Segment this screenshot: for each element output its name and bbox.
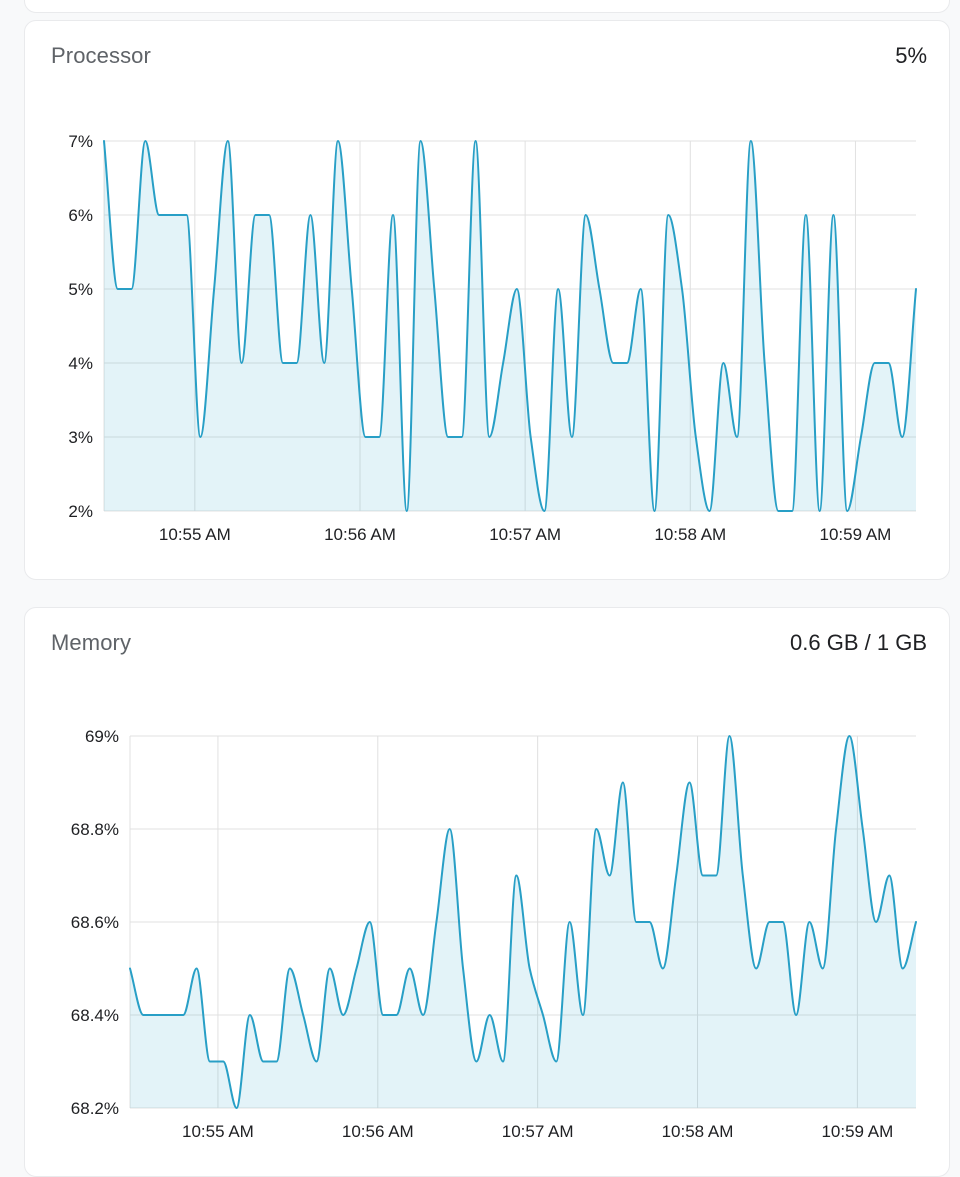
- processor-card: Processor 5% 7% 6% 5% 4% 3% 2% 10:55 AM 10:56 A…: [24, 20, 950, 580]
- x-axis-label: 10:58 AM: [654, 525, 726, 544]
- memory-chart-svg: 69%68.8%68.6%68.4%68.2%10:55 AM 10:56 AM 1…: [71, 727, 917, 1141]
- grid-lines: [129, 735, 916, 1109]
- grid-lines: [103, 140, 916, 512]
- x-axis-label: 10:56 AM: [342, 1122, 414, 1141]
- y-axis-label: 68.6%: [71, 913, 119, 932]
- series-area-fill: [104, 141, 916, 511]
- memory-chart: 69% 68.8% 68.6% 68.4% 68.2% 10:55 AM 10:56 AM 1…: [25, 708, 953, 1163]
- y-axis-label: 2%: [68, 502, 93, 521]
- y-axis-label: 3%: [68, 428, 93, 447]
- processor-usage-value: 5%: [895, 43, 927, 68]
- processor-card-title: Processor: [51, 43, 151, 68]
- y-axis-label: 7%: [68, 132, 93, 151]
- x-axis-label: 10:58 AM: [662, 1122, 734, 1141]
- y-axis-label: 4%: [68, 354, 93, 373]
- y-axis-label: 5%: [68, 280, 93, 299]
- processor-chart: 7% 6% 5% 4% 3% 2% 10:55 AM 10:56 AM 10:57 AM 10:5…: [25, 121, 953, 566]
- series-line: [103, 140, 917, 512]
- y-axis-label: 68.2%: [71, 1099, 119, 1118]
- series-line: [129, 735, 917, 1109]
- x-axis-label: 10:59 AM: [820, 525, 892, 544]
- memory-card-title: Memory: [51, 630, 132, 655]
- y-axis-label: 6%: [68, 206, 93, 225]
- previous-card-partial: [24, 0, 950, 13]
- x-axis-label: 10:56 AM: [324, 525, 396, 544]
- x-axis-label: 10:57 AM: [502, 1122, 574, 1141]
- x-axis-labels: 10:55 AM 10:56 AM 10:57 AM 10:58 AM 10:59 AM: [182, 1122, 893, 1141]
- y-axis-label: 68.4%: [71, 1006, 119, 1025]
- y-axis-labels: 69% 68.8% 68.6% 68.4% 68.2%: [71, 727, 119, 1118]
- x-axis-label: 10:55 AM: [159, 525, 231, 544]
- y-axis-label: 69%: [85, 727, 119, 746]
- memory-card: Memory 0.6 GB / 1 GB 69% 68.8% 68.6% 68.4% 6…: [24, 607, 950, 1177]
- memory-usage-value: 0.6 GB / 1 GB: [790, 630, 927, 655]
- processor-chart-svg: 7%6%5%4%3%2%10:55 AM 10:56 AM 10:57 AM 10:5…: [68, 132, 917, 544]
- y-axis-labels: 7% 6% 5% 4% 3% 2%: [68, 132, 93, 521]
- x-axis-label: 10:57 AM: [489, 525, 561, 544]
- x-axis-label: 10:55 AM: [182, 1122, 254, 1141]
- x-axis-label: 10:59 AM: [821, 1122, 893, 1141]
- y-axis-label: 68.8%: [71, 820, 119, 839]
- x-axis-labels: 10:55 AM 10:56 AM 10:57 AM 10:58 AM 10:59 AM: [159, 525, 891, 544]
